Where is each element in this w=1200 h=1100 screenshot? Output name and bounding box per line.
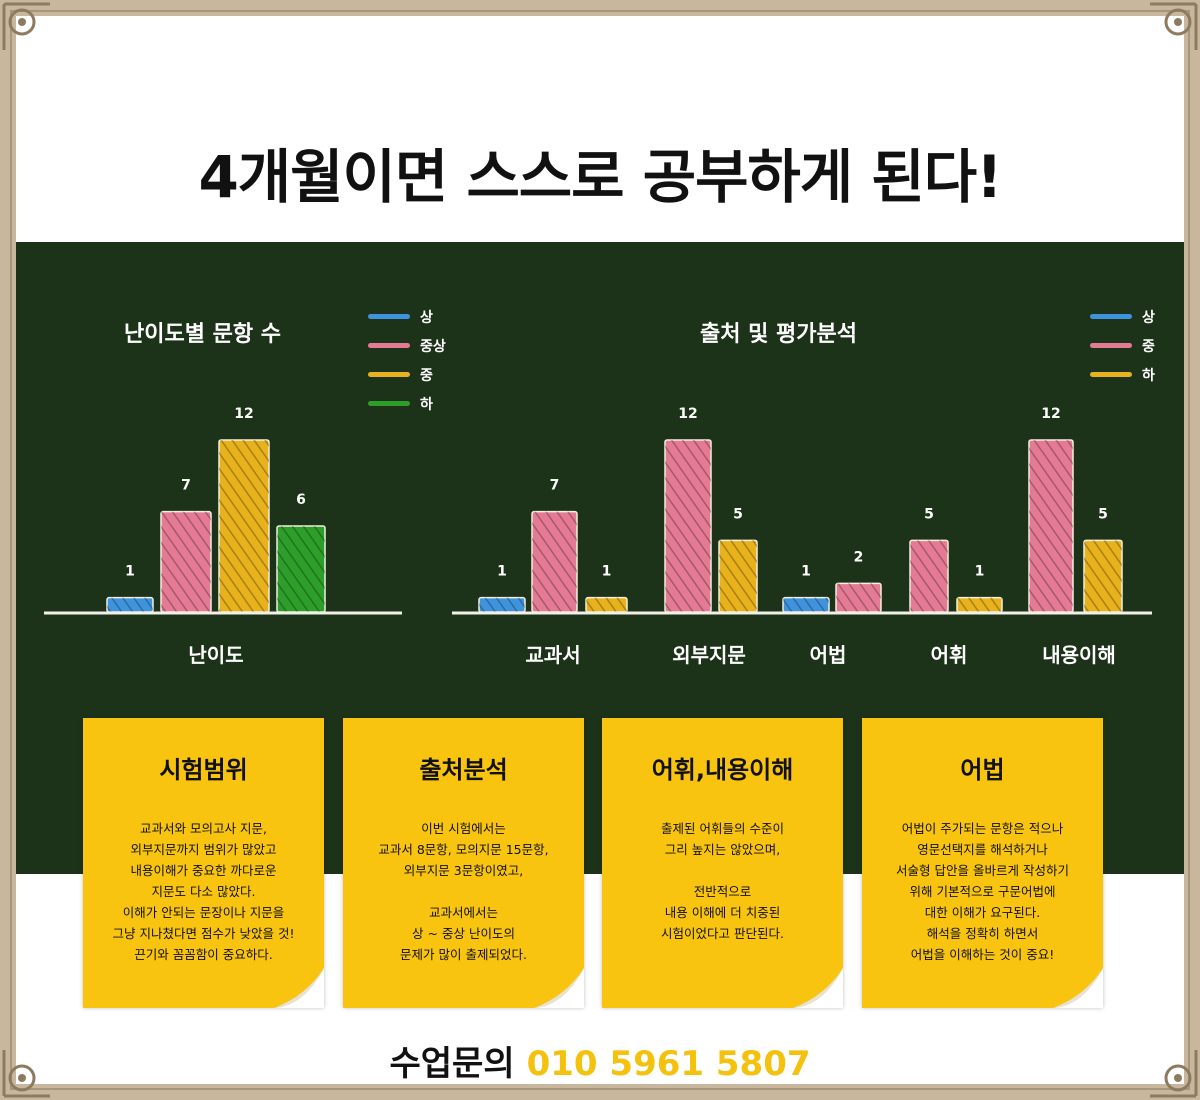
note-title: 어휘,내용이해 (651, 756, 794, 784)
data-label: 1 (602, 564, 612, 580)
page-title: 4개월이면 스스로 공부하게 된다! (198, 143, 1002, 211)
legend-label: 상 (420, 309, 433, 326)
data-label: 12 (678, 406, 697, 422)
data-label: 2 (854, 549, 864, 565)
bar-하-hatch (719, 540, 757, 612)
note-vocab-comprehension: 어휘,내용이해 출제된 어휘들의 수준이 그리 높지는 않았으며, 전반적으로 … (602, 718, 843, 1008)
note-body: 어법이 주가되는 문항은 적으나 영문선택지를 해석하거나 서술형 답안을 올바… (896, 821, 1069, 962)
bar-중-hatch (910, 540, 948, 612)
page-curl-icon (1053, 968, 1103, 1008)
bar-중-hatch (532, 511, 577, 612)
data-label: 6 (296, 492, 306, 508)
legend-item: 상 (1090, 302, 1155, 331)
x-tick-label: 어휘 (931, 643, 968, 667)
legend-swatch (368, 401, 410, 406)
note-grammar: 어법 어법이 주가되는 문항은 적으나 영문선택지를 해석하거나 서술형 답안을… (862, 718, 1103, 1008)
legend-label: 중 (420, 367, 433, 384)
legend-item: 하 (1090, 360, 1155, 389)
bar-charts: 1 7 12 6 난이도 1 1 7 12 2 5 12 1 5 1 5 교과서 외부지문 어법 어휘 내용이해 (44, 406, 1152, 667)
corner-ornament-icon (2, 2, 50, 50)
bar-상-hatch (783, 597, 829, 612)
x-tick-label: 외부지문 (672, 643, 746, 667)
bar-상-hatch (107, 597, 153, 612)
bar-중-hatch (665, 440, 711, 612)
note-exam-scope: 시험범위 교과서와 모의고사 지문, 외부지문까지 범위가 많았고 내용이해가 … (83, 718, 324, 1008)
corner-ornament-icon (1150, 1050, 1198, 1098)
page-curl-icon (793, 968, 843, 1008)
bar-하-hatch (586, 597, 627, 612)
data-label: 7 (550, 478, 560, 494)
bar-중-hatch (219, 440, 269, 612)
x-tick-label: 교과서 (525, 643, 580, 667)
bar-하-hatch (1084, 540, 1122, 612)
note-body: 이번 시험에서는 교과서 8문항, 모의지문 15문항, 외부지문 3문항이였고… (378, 821, 549, 962)
chart1-title: 난이도별 문항 수 (124, 322, 281, 347)
data-label: 1 (125, 564, 135, 580)
note-body: 출제된 어휘들의 수준이 그리 높지는 않았으며, 전반적으로 내용 이해에 더… (661, 821, 784, 941)
data-label: 1 (801, 564, 811, 580)
data-label: 5 (733, 506, 743, 522)
bar-중-hatch (1029, 440, 1073, 612)
data-label: 7 (181, 478, 191, 494)
page-curl-icon (534, 968, 584, 1008)
legend-label: 하 (420, 396, 433, 413)
legend-swatch (368, 343, 410, 348)
contact-phone[interactable]: 010 5961 5807 (526, 1044, 811, 1084)
legend-swatch (368, 314, 410, 319)
bar-중-hatch (836, 583, 881, 612)
data-label: 12 (1041, 406, 1060, 422)
legend-label: 중 (1142, 338, 1155, 355)
data-label: 12 (234, 406, 253, 422)
legend-label: 중상 (420, 338, 446, 355)
data-label: 5 (1098, 506, 1108, 522)
legend-swatch (1090, 343, 1132, 348)
chart2-title: 출처 및 평가분석 (700, 322, 857, 347)
legend-item: 하 (368, 389, 446, 418)
note-body: 교과서와 모의고사 지문, 외부지문까지 범위가 많았고 내용이해가 중요한 까… (112, 821, 295, 962)
note-title: 어법 (960, 756, 1005, 784)
legend-label: 상 (1142, 309, 1155, 326)
legend-item: 중 (1090, 331, 1155, 360)
legend-swatch (1090, 372, 1132, 377)
bar-하-hatch (957, 597, 1002, 612)
contact-line: 수업문의 010 5961 5807 (16, 1036, 1184, 1085)
legend-swatch (1090, 314, 1132, 319)
bar-상-hatch (479, 597, 525, 612)
data-label: 5 (924, 506, 934, 522)
contact-label: 수업문의 (389, 1044, 515, 1084)
data-label: 1 (497, 564, 507, 580)
corner-ornament-icon (1150, 2, 1198, 50)
legend-item: 상 (368, 302, 446, 331)
legend-swatch (368, 372, 410, 377)
legend-label: 하 (1142, 367, 1155, 384)
note-title: 시험범위 (159, 756, 248, 784)
legend-item: 중상 (368, 331, 446, 360)
data-label: 1 (975, 564, 985, 580)
x-tick-label: 내용이해 (1042, 643, 1116, 667)
x-tick-label: 어법 (810, 643, 847, 667)
page-curl-icon (274, 968, 324, 1008)
corner-ornament-icon (2, 1050, 50, 1098)
note-source-analysis: 출처분석 이번 시험에서는 교과서 8문항, 모의지문 15문항, 외부지문 3… (343, 718, 584, 1008)
legend-item: 중 (368, 360, 446, 389)
x-tick-label: 난이도 (188, 643, 243, 667)
bar-하-hatch (277, 526, 325, 612)
frame-inner-line (10, 10, 1190, 1090)
note-title: 출처분석 (419, 756, 508, 784)
bar-중상-hatch (161, 511, 211, 612)
